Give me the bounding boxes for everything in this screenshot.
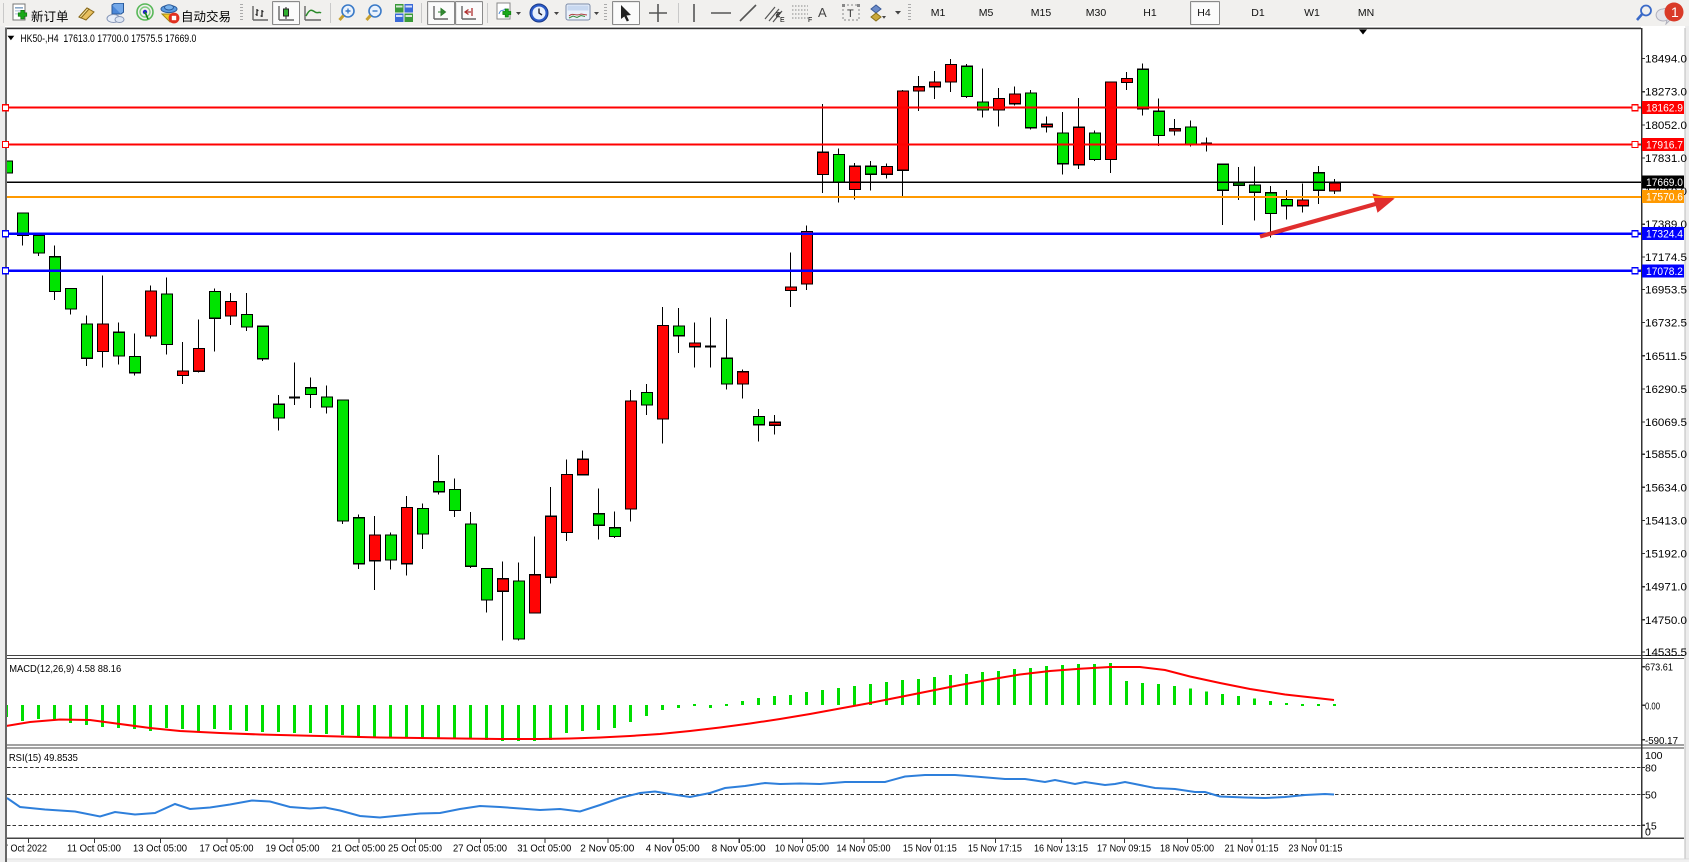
- svg-text:7 Oct 2022: 7 Oct 2022: [3, 842, 47, 854]
- svg-text:17831.0: 17831.0: [1645, 153, 1687, 165]
- svg-text:E: E: [780, 17, 785, 23]
- svg-text:15 Nov 17:15: 15 Nov 17:15: [968, 842, 1022, 854]
- svg-text:17 Nov 09:15: 17 Nov 09:15: [1097, 842, 1151, 854]
- svg-text:19 Oct 05:00: 19 Oct 05:00: [266, 842, 320, 854]
- svg-text:18162.9: 18162.9: [1646, 103, 1683, 115]
- svg-text:F: F: [808, 17, 812, 23]
- svg-text:21 Nov 01:15: 21 Nov 01:15: [1225, 842, 1279, 854]
- svg-text:4 Nov 05:00: 4 Nov 05:00: [646, 842, 700, 854]
- svg-text:17669.0: 17669.0: [1646, 177, 1683, 189]
- svg-text:17324.4: 17324.4: [1646, 229, 1683, 241]
- svg-text:MACD(12,26,9) 4.58 88.16: MACD(12,26,9) 4.58 88.16: [9, 663, 121, 675]
- svg-text:14971.0: 14971.0: [1645, 582, 1687, 594]
- svg-text:16 Nov 13:15: 16 Nov 13:15: [1034, 842, 1088, 854]
- svg-text:15855.0: 15855.0: [1645, 449, 1687, 461]
- svg-text:T: T: [847, 8, 854, 20]
- svg-text:18494.0: 18494.0: [1645, 54, 1687, 66]
- svg-text:17174.5: 17174.5: [1645, 252, 1687, 264]
- svg-text:673.61: 673.61: [1645, 662, 1673, 674]
- svg-text:2 Nov 05:00: 2 Nov 05:00: [580, 842, 634, 854]
- svg-text:23 Nov 01:15: 23 Nov 01:15: [1288, 842, 1342, 854]
- svg-text:0: 0: [1645, 827, 1651, 839]
- svg-text:31 Oct 05:00: 31 Oct 05:00: [517, 842, 571, 854]
- svg-text:15192.0: 15192.0: [1645, 549, 1687, 561]
- svg-text:16511.5: 16511.5: [1645, 351, 1687, 363]
- svg-text:100: 100: [1645, 750, 1663, 762]
- svg-text:10 Nov 05:00: 10 Nov 05:00: [775, 842, 829, 854]
- svg-text:RSI(15) 49.8535: RSI(15) 49.8535: [9, 752, 78, 764]
- svg-text:15 Nov 01:15: 15 Nov 01:15: [903, 842, 957, 854]
- svg-text:21 Oct 05:00: 21 Oct 05:00: [332, 842, 386, 854]
- svg-text:14535.5: 14535.5: [1645, 647, 1687, 659]
- svg-text:13 Oct 05:00: 13 Oct 05:00: [133, 842, 187, 854]
- svg-text:14 Nov 05:00: 14 Nov 05:00: [837, 842, 891, 854]
- svg-text:15413.0: 15413.0: [1645, 515, 1687, 527]
- svg-text:HK50-,H4 17613.0 17700.0 1757: HK50-,H4 17613.0 17700.0 17575.5 17669.0: [20, 33, 196, 45]
- svg-text:0.00: 0.00: [1645, 700, 1660, 712]
- svg-text:17 Oct 05:00: 17 Oct 05:00: [200, 842, 254, 854]
- svg-text:50: 50: [1645, 790, 1657, 802]
- svg-text:80: 80: [1645, 762, 1657, 774]
- svg-text:-590.17: -590.17: [1645, 735, 1678, 747]
- svg-text:25 Oct 05:00: 25 Oct 05:00: [388, 842, 442, 854]
- svg-text:27 Oct 05:00: 27 Oct 05:00: [453, 842, 507, 854]
- svg-text:15: 15: [1645, 820, 1657, 832]
- svg-text:17570.6: 17570.6: [1646, 191, 1683, 203]
- svg-text:16290.5: 16290.5: [1645, 384, 1687, 396]
- svg-text:18052.0: 18052.0: [1645, 120, 1687, 132]
- svg-text:16069.5: 16069.5: [1645, 417, 1687, 429]
- svg-text:14750.0: 14750.0: [1645, 615, 1687, 627]
- svg-text:18 Nov 05:00: 18 Nov 05:00: [1160, 842, 1214, 854]
- svg-text:18273.0: 18273.0: [1645, 87, 1687, 99]
- svg-text:16732.5: 16732.5: [1645, 318, 1687, 330]
- svg-text:17916.7: 17916.7: [1646, 140, 1683, 152]
- svg-text:1: 1: [1671, 4, 1679, 20]
- svg-text:16953.5: 16953.5: [1645, 285, 1687, 297]
- svg-text:11 Oct 05:00: 11 Oct 05:00: [67, 842, 121, 854]
- svg-text:15634.0: 15634.0: [1645, 482, 1687, 494]
- svg-text:17078.2: 17078.2: [1646, 266, 1683, 278]
- svg-text:8 Nov 05:00: 8 Nov 05:00: [712, 842, 766, 854]
